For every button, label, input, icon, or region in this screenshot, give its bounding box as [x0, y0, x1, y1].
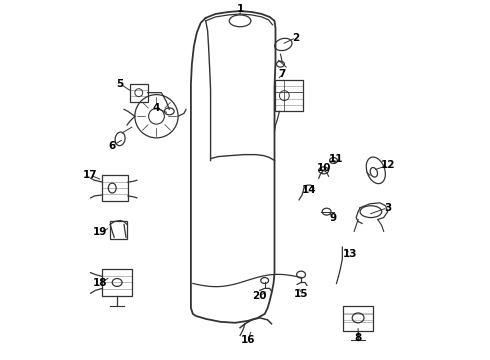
Text: 10: 10	[317, 163, 331, 174]
Text: 18: 18	[93, 278, 108, 288]
Bar	[102, 175, 128, 201]
Bar	[110, 221, 127, 239]
Text: 3: 3	[384, 203, 391, 213]
Bar	[130, 84, 147, 102]
Bar	[343, 306, 373, 331]
Text: 15: 15	[294, 289, 308, 299]
Bar	[102, 269, 132, 296]
Bar	[275, 80, 303, 111]
Text: 16: 16	[241, 334, 255, 345]
Text: 20: 20	[252, 291, 267, 301]
Text: 13: 13	[343, 249, 358, 259]
Text: 2: 2	[293, 33, 300, 42]
Text: 12: 12	[380, 161, 395, 170]
Text: 1: 1	[237, 4, 244, 14]
Text: 9: 9	[330, 212, 337, 222]
Text: 5: 5	[117, 79, 123, 89]
Text: 17: 17	[83, 170, 98, 180]
Text: 6: 6	[109, 141, 116, 151]
Text: 11: 11	[329, 154, 343, 163]
Text: 19: 19	[93, 227, 108, 237]
Text: 7: 7	[279, 69, 286, 79]
Text: 8: 8	[354, 333, 362, 343]
Text: 4: 4	[153, 103, 160, 113]
Text: 14: 14	[302, 185, 316, 195]
